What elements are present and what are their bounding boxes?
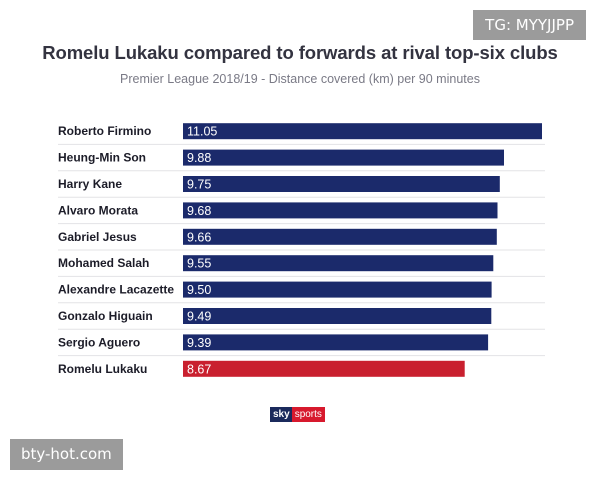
bar-mohamed-salah: [183, 255, 494, 272]
logo-sky-text: sky: [270, 407, 292, 422]
value-label-alvaro-morata: 9.68: [187, 204, 211, 218]
bar-gabriel-jesus: [183, 228, 497, 245]
sky-sports-logo: sky sports: [270, 407, 325, 422]
value-label-sergio-aguero: 9.39: [187, 336, 211, 350]
value-label-alexandre-lacazette: 9.50: [187, 283, 211, 297]
bar-heung-min-son: [183, 149, 504, 166]
chart-title: Romelu Lukaku compared to forwards at ri…: [42, 42, 558, 63]
label-gabriel-jesus: Gabriel Jesus: [58, 230, 137, 244]
label-harry-kane: Harry Kane: [58, 177, 122, 191]
bar-sergio-aguero: [183, 334, 489, 351]
bar-romelu-lukaku: [183, 360, 465, 377]
bar-alexandre-lacazette: [183, 281, 492, 298]
label-romelu-lukaku: Romelu Lukaku: [58, 362, 147, 376]
value-label-roberto-firmino: 11.05: [187, 125, 217, 139]
value-label-harry-kane: 9.75: [187, 178, 211, 192]
logo-sports-text: sports: [291, 407, 325, 422]
label-alexandre-lacazette: Alexandre Lacazette: [58, 283, 174, 297]
label-heung-min-son: Heung-Min Son: [58, 151, 146, 165]
bar-roberto-firmino: [183, 123, 542, 140]
value-label-mohamed-salah: 9.55: [187, 257, 211, 271]
watermark-bottom: bty-hot.com: [10, 439, 123, 470]
label-roberto-firmino: Roberto Firmino: [58, 124, 151, 138]
bar-harry-kane: [183, 176, 500, 192]
watermark-top: TG: MYYJJPP: [473, 10, 586, 40]
value-label-heung-min-son: 9.88: [187, 151, 211, 165]
bar-alvaro-morata: [183, 202, 498, 219]
chart-subtitle: Premier League 2018/19 - Distance covere…: [120, 72, 480, 86]
value-label-romelu-lukaku: 8.67: [187, 362, 211, 376]
label-mohamed-salah: Mohamed Salah: [58, 256, 149, 270]
bar-gonzalo-higuain: [183, 308, 492, 324]
label-alvaro-morata: Alvaro Morata: [58, 203, 138, 217]
value-label-gonzalo-higuain: 9.49: [187, 310, 211, 324]
value-label-gabriel-jesus: 9.66: [187, 230, 211, 244]
label-gonzalo-higuain: Gonzalo Higuain: [58, 309, 153, 323]
label-sergio-aguero: Sergio Aguero: [58, 335, 140, 349]
